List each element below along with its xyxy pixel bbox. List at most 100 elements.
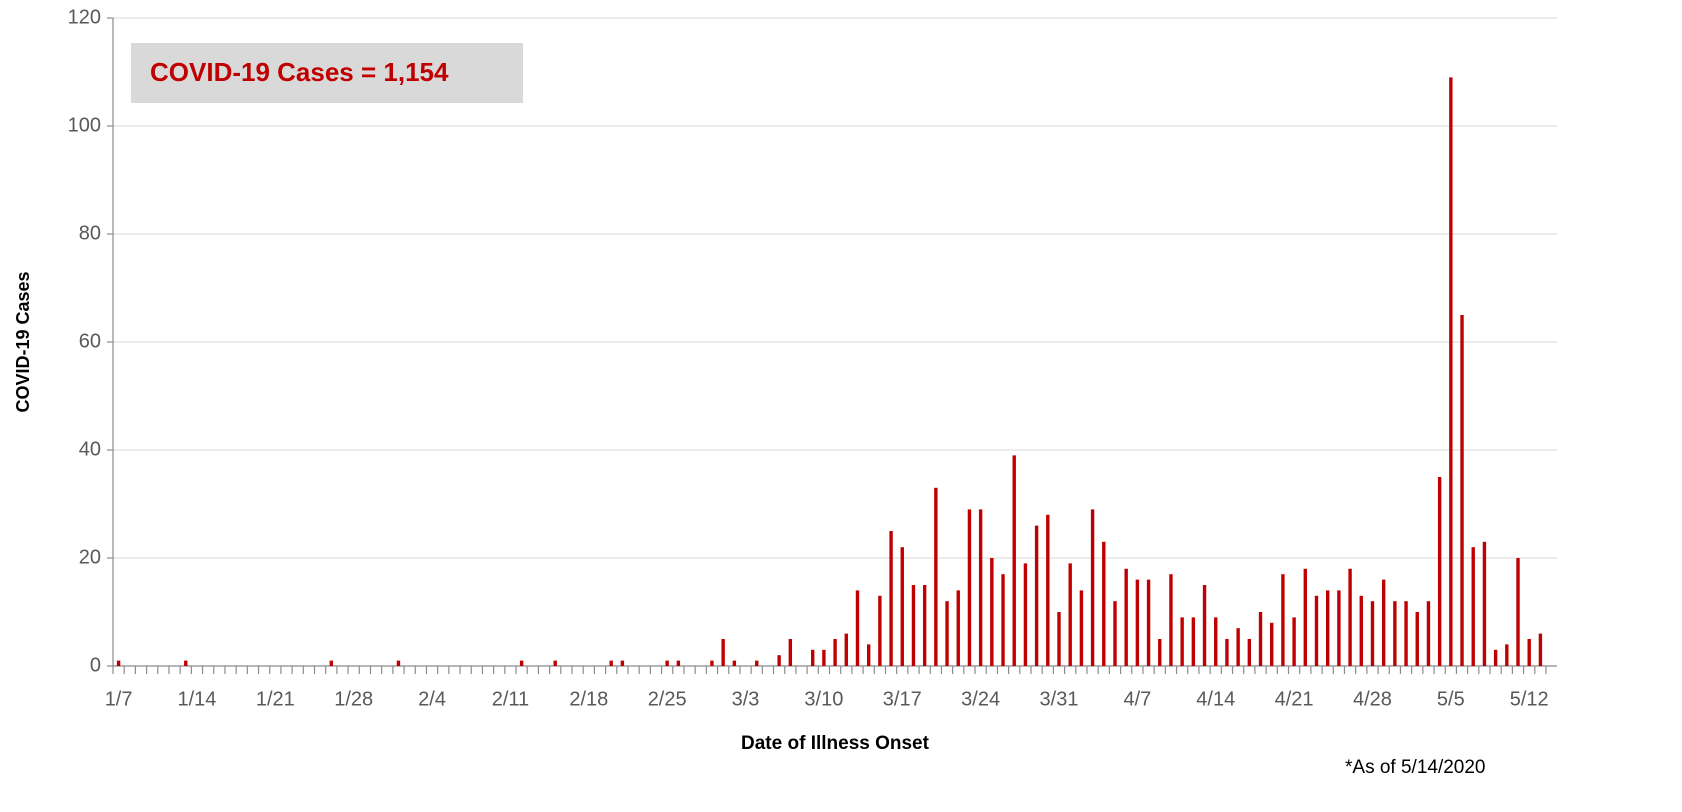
bar xyxy=(967,509,972,666)
bar xyxy=(1191,617,1196,666)
x-tick-label: 1/7 xyxy=(105,688,133,710)
bar xyxy=(922,585,927,666)
x-tick-label: 3/31 xyxy=(1040,688,1079,710)
bar xyxy=(1527,639,1531,666)
bar xyxy=(1381,579,1386,666)
x-tick-label: 1/21 xyxy=(256,688,295,710)
bar xyxy=(1314,595,1319,666)
bar xyxy=(1370,601,1375,666)
bar xyxy=(755,660,759,666)
bar xyxy=(1236,628,1240,666)
x-tick-label: 5/5 xyxy=(1437,688,1465,710)
bar xyxy=(721,639,725,666)
bar xyxy=(1046,514,1050,666)
bar xyxy=(1493,649,1498,666)
bar xyxy=(1415,612,1419,666)
bar xyxy=(1404,601,1408,666)
x-tick-label: 2/18 xyxy=(569,688,608,710)
bar xyxy=(889,531,893,666)
annotation-box xyxy=(131,43,523,103)
x-tick-label: 4/28 xyxy=(1353,688,1392,710)
bar xyxy=(1359,595,1363,666)
bar xyxy=(1023,563,1028,666)
x-tick-label: 4/7 xyxy=(1123,688,1151,710)
x-tick-label: 2/25 xyxy=(648,688,687,710)
bar xyxy=(777,655,781,666)
bar xyxy=(609,660,613,666)
bar xyxy=(519,660,524,666)
x-tick-label: 3/24 xyxy=(961,688,1000,710)
bar xyxy=(1001,574,1005,666)
bar xyxy=(732,660,737,666)
bar xyxy=(811,649,815,666)
bar xyxy=(665,660,669,666)
y-tick-label: 80 xyxy=(79,222,101,244)
y-tick-label: 100 xyxy=(68,114,101,136)
bar xyxy=(620,660,625,666)
bar xyxy=(934,487,938,666)
bar xyxy=(1169,574,1173,666)
bar xyxy=(184,660,188,666)
bar xyxy=(1124,568,1128,666)
bar xyxy=(1214,617,1218,666)
x-tick-label: 3/10 xyxy=(804,688,843,710)
bar xyxy=(1281,574,1285,666)
bar xyxy=(978,509,983,666)
bar xyxy=(396,660,401,666)
bar xyxy=(1270,622,1274,666)
bar xyxy=(900,547,904,666)
bar xyxy=(1225,639,1229,666)
bar xyxy=(1158,639,1162,666)
bar xyxy=(1460,315,1464,666)
x-tick-label: 2/11 xyxy=(492,688,529,710)
bar xyxy=(844,633,848,666)
x-tick-label: 3/17 xyxy=(883,688,922,710)
bar xyxy=(1516,558,1520,666)
bar xyxy=(553,660,557,666)
bar xyxy=(1449,77,1453,666)
x-tick-label: 3/3 xyxy=(732,688,760,710)
x-tick-label: 4/21 xyxy=(1275,688,1314,710)
bar xyxy=(1180,617,1184,666)
bar xyxy=(945,601,949,666)
bar xyxy=(911,585,916,666)
bar xyxy=(1090,509,1095,666)
bar xyxy=(866,644,871,666)
x-tick-label: 1/28 xyxy=(334,688,373,710)
bar xyxy=(1247,639,1252,666)
bar xyxy=(855,590,860,666)
y-tick-label: 60 xyxy=(79,330,101,352)
bar xyxy=(956,590,960,666)
bar xyxy=(1079,590,1084,666)
x-axis-label: Date of Illness Onset xyxy=(741,733,930,754)
bar xyxy=(1034,525,1039,666)
bar xyxy=(1426,601,1431,666)
bar xyxy=(1505,644,1509,666)
bar xyxy=(1538,633,1543,666)
bar xyxy=(1057,612,1061,666)
bar xyxy=(1113,601,1117,666)
bar xyxy=(1437,477,1442,666)
bar xyxy=(1102,541,1106,666)
y-tick-label: 120 xyxy=(68,6,101,28)
bar xyxy=(1303,568,1308,666)
bar xyxy=(329,660,334,666)
bar xyxy=(1012,455,1016,666)
bar xyxy=(833,639,837,666)
bar xyxy=(1325,590,1330,666)
bar xyxy=(1348,568,1352,666)
bar xyxy=(1482,541,1487,666)
bar xyxy=(990,558,994,666)
bar xyxy=(676,660,681,666)
x-tick-label: 1/14 xyxy=(177,688,216,710)
bar xyxy=(1202,585,1207,666)
y-tick-label: 0 xyxy=(90,654,101,676)
bar xyxy=(1292,617,1296,666)
bar xyxy=(822,649,826,666)
bar xyxy=(1258,612,1263,666)
bar xyxy=(116,660,121,666)
y-tick-label: 20 xyxy=(79,546,101,568)
bar xyxy=(1146,579,1151,666)
x-tick-label: 4/14 xyxy=(1196,688,1235,710)
